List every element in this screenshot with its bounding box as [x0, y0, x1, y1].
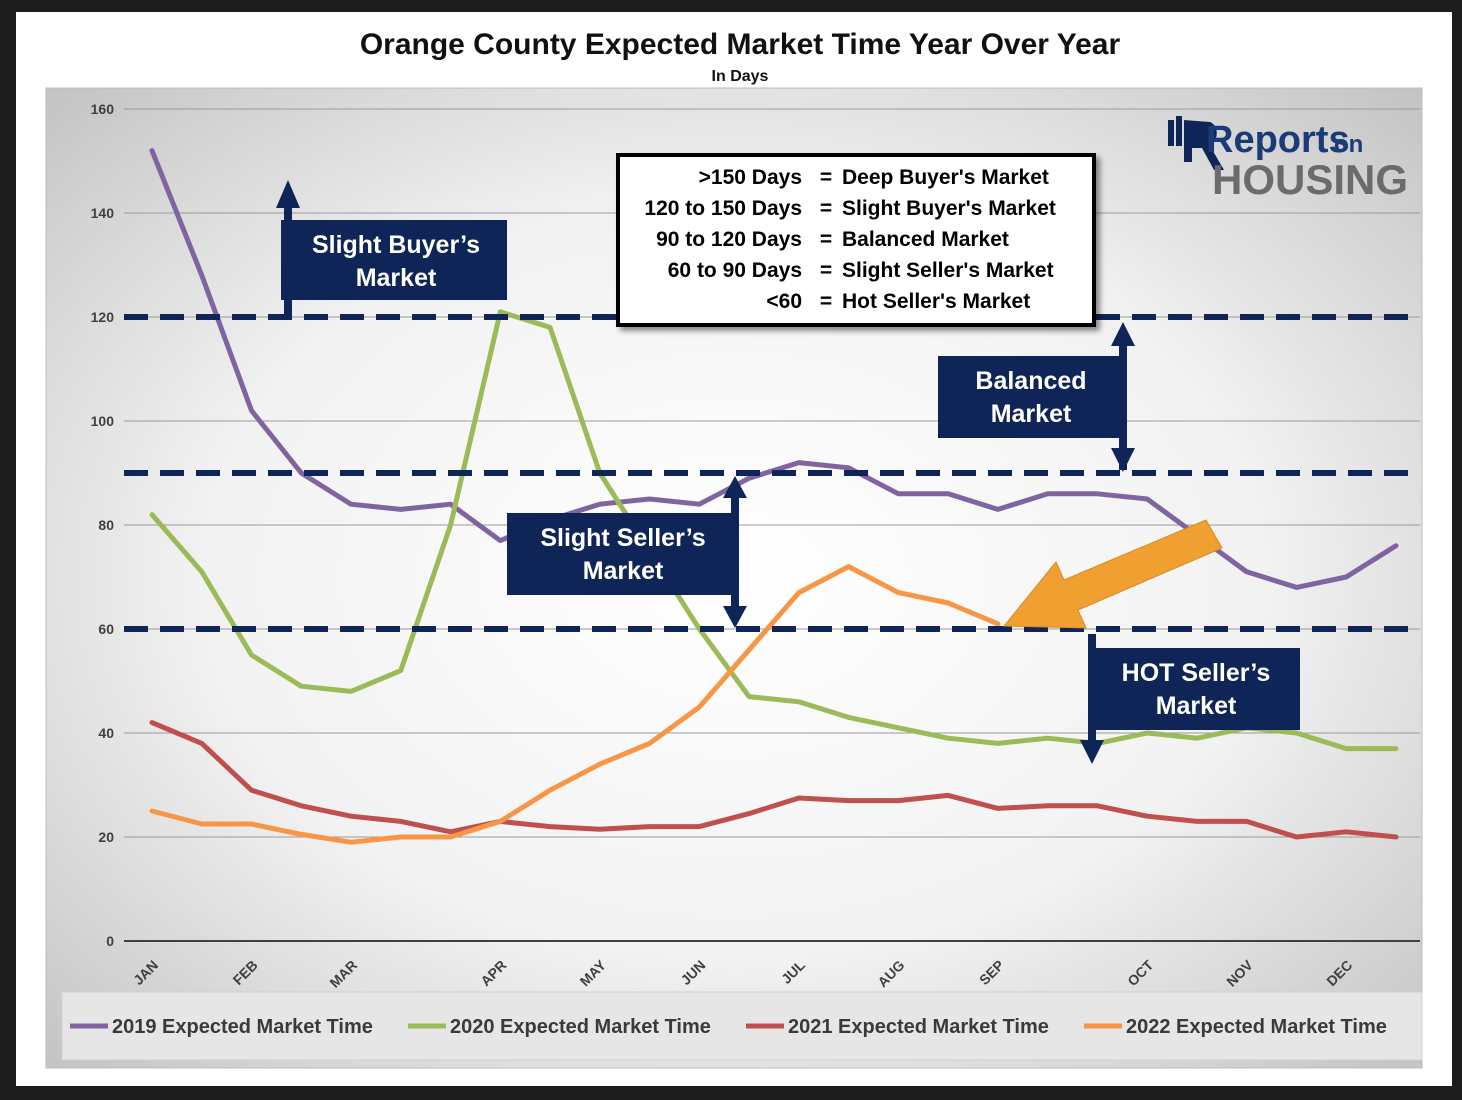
y-tick-label: 160	[91, 101, 115, 117]
y-tick-label: 60	[98, 621, 114, 637]
callout-balanced-line2: Market	[991, 400, 1072, 428]
key-label-2: Balanced Market	[842, 228, 1009, 251]
orange-pointer-arrow	[1002, 519, 1223, 629]
callout-hot-seller: HOT Seller’s Market	[1080, 634, 1300, 764]
key-range-1: 120 to 150 Days	[644, 197, 802, 220]
callout-slight-buyer-line2: Market	[356, 264, 437, 292]
chart-subtitle: In Days	[712, 68, 769, 85]
callout-balanced: Balanced Market	[938, 322, 1135, 472]
callout-balanced-line1: Balanced	[975, 367, 1086, 395]
legend-label-2019: 2019 Expected Market Time	[112, 1016, 373, 1038]
legend-label-2022: 2022 Expected Market Time	[1126, 1016, 1387, 1038]
callout-slight-seller-line1: Slight Seller’s	[540, 524, 705, 552]
legend-label-2021: 2021 Expected Market Time	[788, 1016, 1049, 1038]
callout-hot-seller-line2: Market	[1156, 692, 1237, 720]
legend-label-2020: 2020 Expected Market Time	[450, 1016, 711, 1038]
legend: 2019 Expected Market Time 2020 Expected …	[61, 991, 1423, 1061]
y-axis-ticks: 0 20 40 60 80 100 120 140 160	[91, 101, 115, 949]
callout-hot-seller-line1: HOT Seller’s	[1122, 659, 1271, 687]
key-eq-3: =	[820, 259, 832, 282]
key-range-4: <60	[766, 290, 802, 313]
key-range-3: 60 to 90 Days	[668, 259, 802, 282]
callout-slight-buyer: Slight Buyer’s Market	[276, 180, 507, 318]
key-label-1: Slight Buyer's Market	[842, 197, 1056, 220]
y-tick-label: 80	[98, 517, 114, 533]
series-line-1	[149, 309, 1399, 752]
callout-slight-seller: Slight Seller’s Market	[507, 476, 747, 628]
key-eq-2: =	[820, 228, 832, 251]
key-label-4: Hot Seller's Market	[842, 290, 1030, 313]
y-tick-label: 120	[91, 309, 115, 325]
logo-housing-text: HOUSING	[1212, 156, 1408, 203]
key-eq-0: =	[820, 166, 832, 189]
key-label-0: Deep Buyer's Market	[842, 166, 1049, 189]
y-tick-label: 100	[91, 413, 115, 429]
key-range-0: >150 Days	[699, 166, 802, 189]
y-tick-label: 140	[91, 205, 115, 221]
chart-svg: Orange County Expected Market Time Year …	[45, 28, 1423, 1069]
chart-title: Orange County Expected Market Time Year …	[360, 28, 1121, 61]
callout-slight-buyer-line1: Slight Buyer’s	[312, 231, 480, 259]
logo-r-icon	[1168, 116, 1224, 170]
key-range-2: 90 to 120 Days	[656, 228, 802, 251]
y-tick-label: 0	[106, 933, 114, 949]
logo-reports-text: Reports	[1206, 119, 1350, 161]
y-tick-label: 40	[98, 725, 114, 741]
chart-frame: Orange County Expected Market Time Year …	[16, 12, 1452, 1086]
logo-on-text: on	[1334, 131, 1363, 158]
callout-slight-seller-line2: Market	[583, 557, 664, 585]
reports-on-housing-logo: Reports on HOUSING	[1168, 116, 1408, 203]
market-key-box: >150 Days = Deep Buyer's Market 120 to 1…	[616, 153, 1096, 327]
key-eq-1: =	[820, 197, 832, 220]
key-eq-4: =	[820, 290, 832, 313]
y-tick-label: 20	[98, 829, 114, 845]
series-line-2	[149, 720, 1399, 840]
series-line-3	[149, 564, 1001, 845]
key-label-3: Slight Seller's Market	[842, 259, 1054, 282]
key-box-rows: >150 Days = Deep Buyer's Market 120 to 1…	[644, 166, 1056, 313]
